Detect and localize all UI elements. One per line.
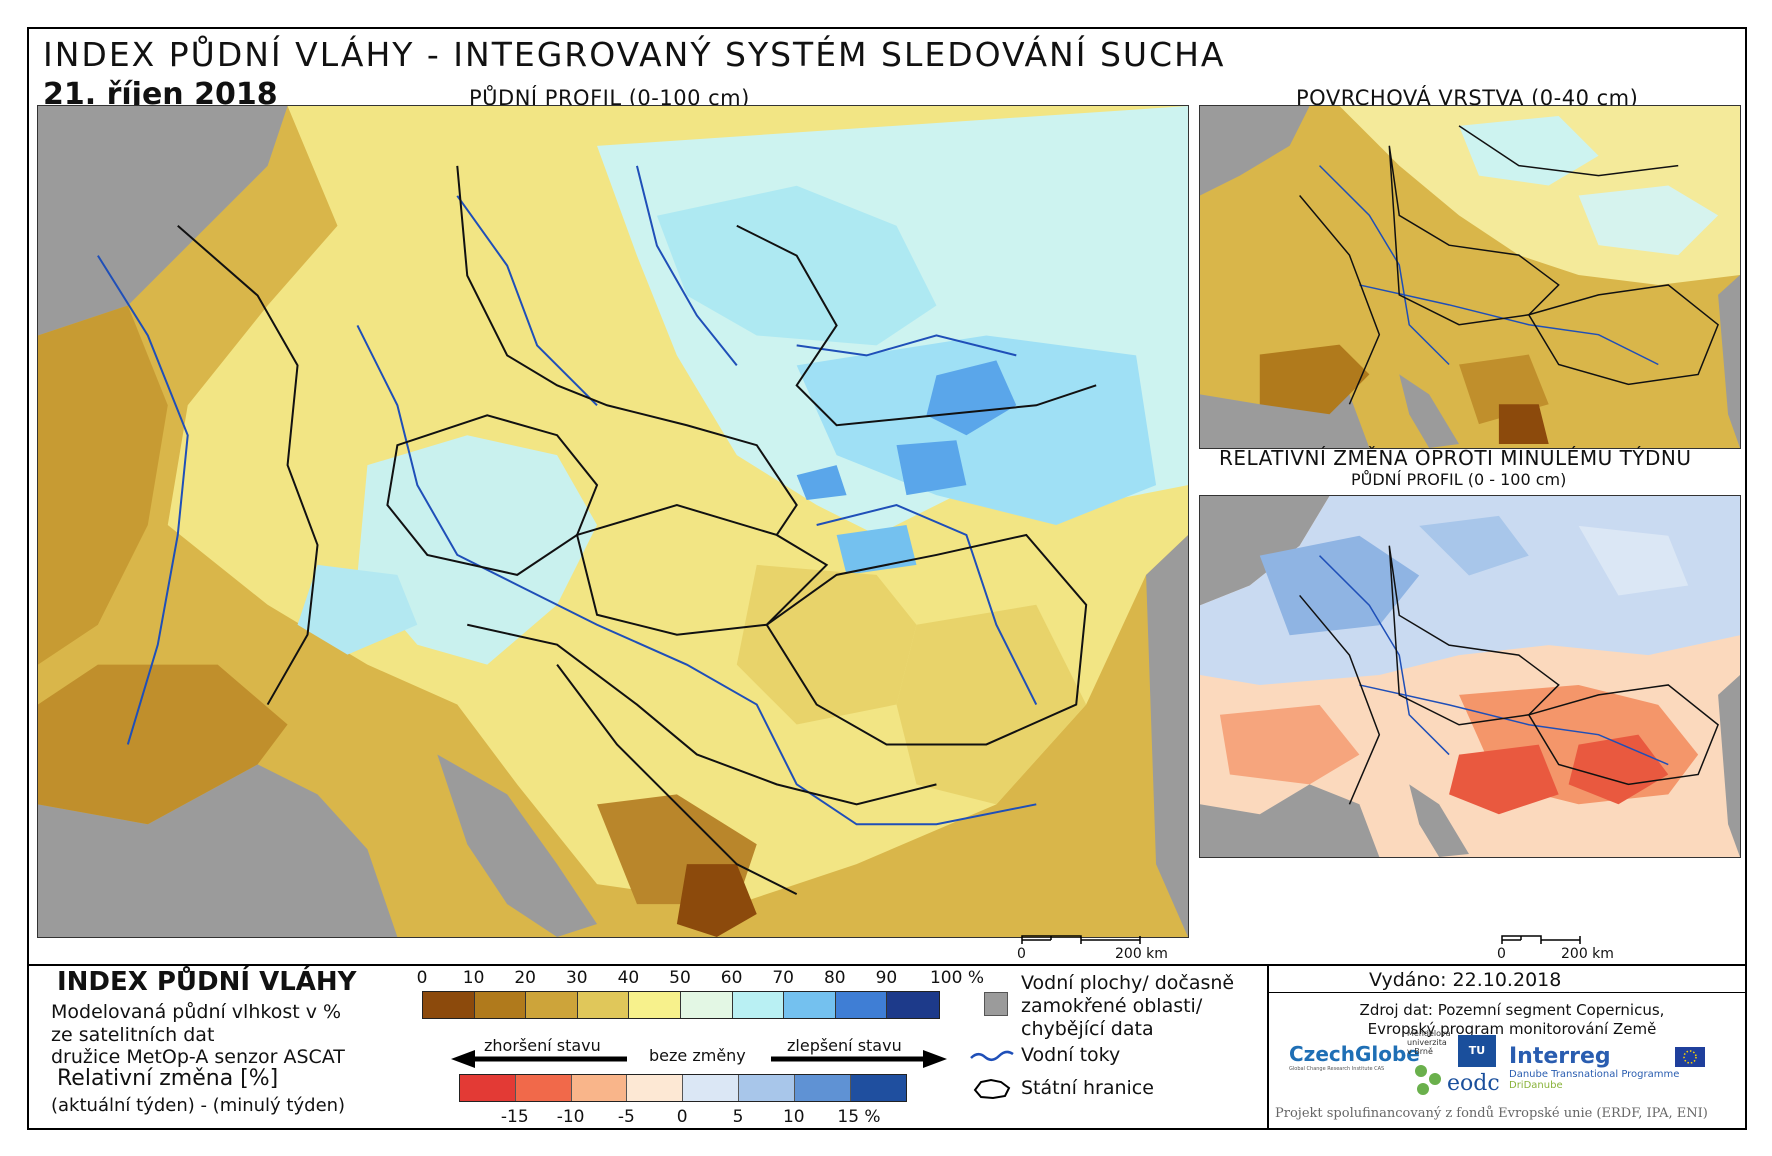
index-tick-10: 10 bbox=[462, 968, 485, 988]
eodc-logo: eodc bbox=[1447, 1071, 1500, 1096]
main-scalebar: 0 200 km bbox=[1009, 934, 1168, 962]
relative-change-title: Relativní změna [%] bbox=[57, 1066, 279, 1091]
better-label: zlepšení stavu bbox=[787, 1036, 902, 1055]
funding-footer: Projekt spolufinancovaný z fondů Evropsk… bbox=[1275, 1106, 1708, 1121]
index-swatch bbox=[680, 992, 733, 1018]
nochange-label: beze změny bbox=[649, 1046, 746, 1065]
relative-swatch bbox=[460, 1075, 516, 1101]
legend-desc-2: ze satelitních dat bbox=[51, 1024, 215, 1046]
index-tick-30: 30 bbox=[565, 968, 588, 988]
czechglobe-logo: CzechGlobe Global Change Research Instit… bbox=[1289, 1042, 1420, 1082]
index-swatch bbox=[526, 992, 578, 1018]
info-separator bbox=[1267, 964, 1269, 1130]
key-borders: Státní hranice bbox=[1021, 1077, 1154, 1099]
rel-tick-m5: -5 bbox=[617, 1107, 635, 1127]
czechglobe-logo-text: CzechGlobe bbox=[1289, 1042, 1420, 1066]
rel-tick-15: 15 % bbox=[837, 1107, 881, 1127]
legend-desc-3: družice MetOp-A senzor ASCAT bbox=[51, 1046, 345, 1068]
key-water-line1: Vodní plochy/ dočasně bbox=[1021, 972, 1235, 994]
main-map-graphic bbox=[38, 106, 1188, 937]
map-frame: INDEX PŮDNÍ VLÁHY - INTEGROVANÝ SYSTÉM S… bbox=[27, 27, 1747, 1130]
interreg-subtext-1: Danube Transnational Programme bbox=[1509, 1069, 1680, 1080]
index-swatch bbox=[629, 992, 681, 1018]
index-color-bar bbox=[422, 991, 940, 1019]
surface-map-graphic bbox=[1200, 106, 1740, 448]
small-scalebar-graphic bbox=[1501, 935, 1581, 944]
index-tick-80: 80 bbox=[823, 968, 846, 988]
relative-change-map bbox=[1199, 495, 1741, 858]
interreg-logo: Interreg Danube Transnational Programme … bbox=[1509, 1044, 1679, 1091]
mendel-logo: Mendelova univerzita v Brně bbox=[1407, 1029, 1451, 1056]
source-line-2: Evropský program monitorování Země bbox=[1367, 1020, 1657, 1038]
relative-swatch bbox=[571, 1075, 628, 1101]
rel-tick-10: 10 bbox=[782, 1107, 805, 1127]
border-outline-icon bbox=[973, 1078, 1011, 1100]
index-swatch bbox=[784, 992, 836, 1018]
relative-change-desc: (aktuální týden) - (minulý týden) bbox=[51, 1095, 346, 1116]
main-scale-distance: 200 km bbox=[1115, 946, 1168, 962]
small-scale-zero: 0 bbox=[1497, 946, 1506, 962]
relative-swatch bbox=[627, 1075, 684, 1101]
index-tick-60: 60 bbox=[720, 968, 743, 988]
issued-date: Vydáno: 22.10.2018 bbox=[1369, 969, 1562, 991]
page-title: INDEX PŮDNÍ VLÁHY - INTEGROVANÝ SYSTÉM S… bbox=[43, 35, 1226, 74]
key-water-line3: chybějící data bbox=[1021, 1018, 1154, 1040]
index-tick-90: 90 bbox=[875, 968, 898, 988]
relative-swatch bbox=[794, 1075, 851, 1101]
relative-change-color-bar bbox=[459, 1074, 908, 1102]
index-swatch bbox=[474, 992, 527, 1018]
index-swatch bbox=[887, 992, 939, 1018]
relative-swatch bbox=[850, 1075, 907, 1101]
main-scalebar-graphic bbox=[1021, 935, 1141, 944]
issued-separator bbox=[1269, 992, 1745, 993]
water-area-swatch bbox=[984, 992, 1008, 1016]
key-water-line2: zamokřené oblasti/ bbox=[1021, 995, 1203, 1017]
relative-swatch bbox=[738, 1075, 795, 1101]
surface-layer-map bbox=[1199, 105, 1741, 449]
change-map-graphic bbox=[1200, 496, 1740, 857]
index-swatch bbox=[423, 992, 475, 1018]
relative-swatch bbox=[683, 1075, 739, 1101]
source-line-1: Zdroj dat: Pozemní segment Copernicus, bbox=[1359, 1001, 1665, 1019]
small-scale-distance: 200 km bbox=[1561, 946, 1614, 962]
legend-separator bbox=[29, 964, 1745, 966]
eu-flag-stars bbox=[1683, 1050, 1697, 1064]
main-scale-zero: 0 bbox=[1017, 946, 1026, 962]
data-source: Zdroj dat: Pozemní segment Copernicus, E… bbox=[1284, 1001, 1740, 1039]
interreg-logo-text: Interreg bbox=[1509, 1044, 1611, 1069]
legend-title: INDEX PŮDNÍ VLÁHY bbox=[57, 967, 357, 997]
worse-label: zhoršení stavu bbox=[484, 1036, 601, 1055]
index-swatch bbox=[835, 992, 888, 1018]
main-soil-moisture-map bbox=[37, 105, 1189, 938]
rel-tick-m15: -15 bbox=[500, 1107, 529, 1127]
index-tick-20: 20 bbox=[514, 968, 537, 988]
better-arrow-icon bbox=[771, 1050, 947, 1068]
rel-tick-m10: -10 bbox=[556, 1107, 585, 1127]
key-rivers: Vodní toky bbox=[1021, 1044, 1121, 1066]
change-map-title: RELATIVNÍ ZMĚNA OPROTI MINULÉMU TÝDNU bbox=[1219, 446, 1692, 470]
index-tick-70: 70 bbox=[772, 968, 795, 988]
index-tick-0: 0 bbox=[416, 968, 428, 988]
czechglobe-logo-subtext: Global Change Research Institute CAS bbox=[1289, 1066, 1385, 1072]
index-tick-50: 50 bbox=[669, 968, 691, 988]
rel-tick-0: 0 bbox=[676, 1107, 688, 1127]
interreg-subtext-2: DriDanube bbox=[1509, 1080, 1563, 1091]
eu-flag-icon bbox=[1675, 1047, 1705, 1067]
rel-tick-5: 5 bbox=[732, 1107, 744, 1127]
index-swatch bbox=[577, 992, 630, 1018]
index-swatch bbox=[732, 992, 785, 1018]
river-line-icon bbox=[970, 1050, 1014, 1061]
worse-arrow-icon bbox=[451, 1050, 627, 1068]
mendel-logo-mark bbox=[1409, 1059, 1449, 1103]
small-scalebar: 0 200 km bbox=[1491, 934, 1614, 962]
tu-wien-logo: TU WIEN bbox=[1458, 1035, 1496, 1089]
mendel-logo-graphic bbox=[1415, 1065, 1441, 1095]
legend-desc-1: Modelovaná půdní vlhkost v % bbox=[51, 1001, 342, 1023]
relative-swatch bbox=[515, 1075, 572, 1101]
index-tick-100: 100 % bbox=[929, 968, 985, 988]
change-map-subtitle: PŮDNÍ PROFIL (0 - 100 cm) bbox=[1351, 470, 1567, 489]
index-tick-40: 40 bbox=[617, 968, 640, 988]
